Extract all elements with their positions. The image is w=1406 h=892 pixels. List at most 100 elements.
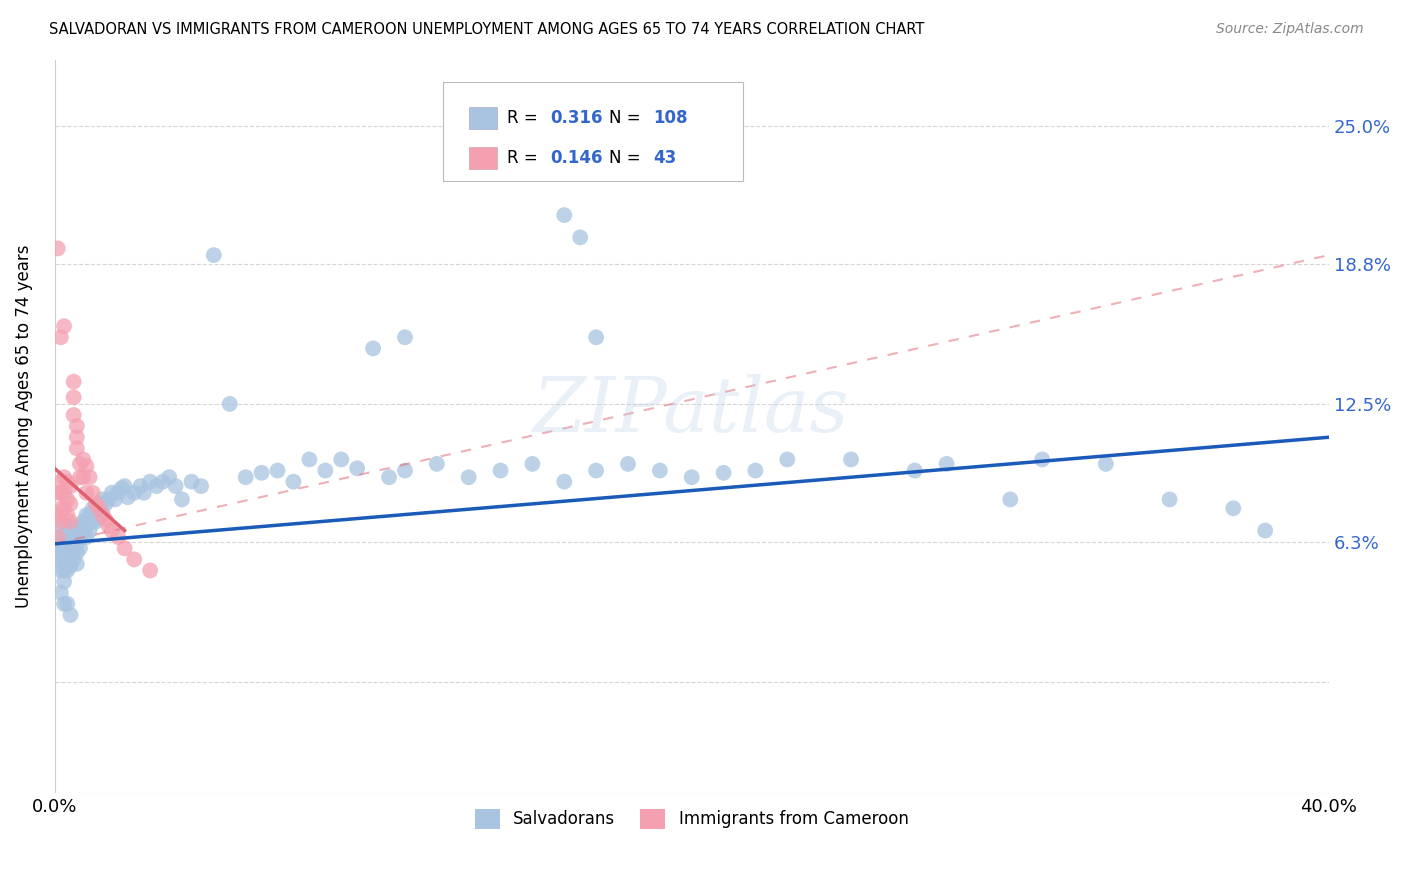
Point: [97, 519, 120, 533]
Point: [104, 492, 127, 507]
Point: [84, 515, 107, 529]
Point: [235, 470, 257, 484]
Point: [89, 510, 111, 524]
Point: [82, 485, 104, 500]
Point: [53, 574, 76, 589]
Point: [62, 530, 84, 544]
Point: [1095, 457, 1118, 471]
Point: [62, 519, 84, 533]
Point: [66, 537, 89, 551]
Point: [114, 541, 136, 556]
Point: [266, 464, 288, 478]
Y-axis label: Unemployment Among Ages 65 to 74 years: Unemployment Among Ages 65 to 74 years: [15, 244, 32, 607]
Point: [394, 464, 416, 478]
Point: [49, 519, 72, 533]
Point: [82, 501, 104, 516]
Point: [744, 464, 766, 478]
Point: [202, 248, 225, 262]
FancyBboxPatch shape: [443, 81, 742, 180]
Point: [46, 485, 69, 500]
Point: [89, 497, 111, 511]
Point: [59, 515, 82, 529]
Point: [56, 552, 79, 566]
Point: [49, 585, 72, 599]
Point: [69, 541, 91, 556]
Point: [139, 475, 162, 489]
Point: [56, 475, 79, 489]
Text: N =: N =: [609, 149, 645, 167]
Point: [91, 506, 114, 520]
Point: [66, 524, 89, 538]
Point: [457, 470, 479, 484]
Point: [53, 564, 76, 578]
Point: [346, 461, 368, 475]
Point: [59, 607, 82, 622]
Point: [62, 408, 84, 422]
Point: [152, 475, 174, 489]
Point: [89, 501, 111, 516]
Point: [132, 485, 155, 500]
Point: [72, 452, 94, 467]
Point: [713, 466, 735, 480]
Point: [56, 597, 79, 611]
Point: [62, 541, 84, 556]
Point: [110, 481, 132, 495]
Point: [56, 541, 79, 556]
Legend: Salvadorans, Immigrants from Cameroon: Salvadorans, Immigrants from Cameroon: [468, 802, 915, 836]
Point: [59, 497, 82, 511]
Point: [522, 457, 544, 471]
Point: [53, 541, 76, 556]
Point: [59, 559, 82, 574]
Point: [49, 475, 72, 489]
Point: [101, 524, 124, 538]
Point: [75, 530, 97, 544]
Point: [94, 497, 117, 511]
Text: ZIPatlas: ZIPatlas: [533, 375, 851, 449]
Point: [53, 552, 76, 566]
Point: [75, 519, 97, 533]
Point: [46, 530, 69, 544]
Point: [72, 470, 94, 484]
Point: [145, 479, 167, 493]
Point: [904, 464, 927, 478]
Point: [46, 552, 69, 566]
Point: [62, 375, 84, 389]
Point: [66, 430, 89, 444]
Point: [117, 490, 139, 504]
Text: 43: 43: [654, 149, 676, 167]
Point: [46, 508, 69, 522]
Point: [49, 515, 72, 529]
Point: [82, 515, 104, 529]
Point: [107, 485, 129, 500]
Point: [53, 470, 76, 484]
Point: [49, 330, 72, 344]
Point: [46, 241, 69, 255]
Point: [72, 515, 94, 529]
Text: N =: N =: [609, 110, 645, 128]
Point: [69, 519, 91, 533]
Point: [101, 485, 124, 500]
Point: [53, 501, 76, 516]
Point: [330, 452, 353, 467]
Point: [283, 475, 305, 489]
Point: [49, 485, 72, 500]
Point: [114, 479, 136, 493]
Point: [69, 470, 91, 484]
Point: [361, 342, 384, 356]
Point: [94, 512, 117, 526]
Text: 0.316: 0.316: [550, 110, 603, 128]
Text: 108: 108: [654, 110, 688, 128]
Point: [66, 546, 89, 560]
Point: [314, 464, 336, 478]
Point: [53, 597, 76, 611]
Point: [62, 552, 84, 566]
Point: [107, 530, 129, 544]
Point: [79, 508, 101, 522]
Point: [53, 530, 76, 544]
Point: [56, 564, 79, 578]
Point: [97, 492, 120, 507]
Point: [157, 470, 180, 484]
Point: [1159, 492, 1181, 507]
Point: [75, 508, 97, 522]
Text: R =: R =: [508, 110, 543, 128]
